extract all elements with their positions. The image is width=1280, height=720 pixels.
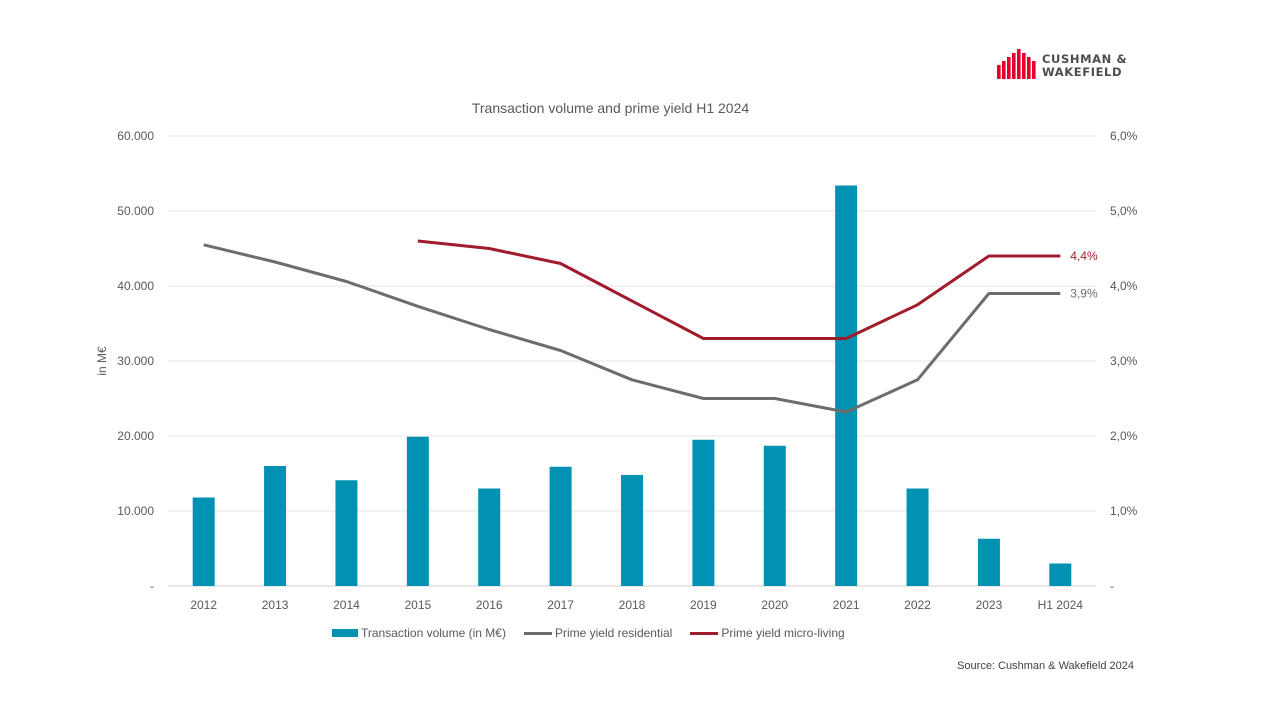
x-tick-label: 2017 xyxy=(547,598,574,612)
gridlines xyxy=(168,135,1096,587)
bar xyxy=(264,466,287,586)
logo-bar xyxy=(1002,61,1006,79)
yield-lines xyxy=(203,239,1061,414)
logo-text-line2: WAKEFIELD xyxy=(1042,65,1123,79)
y2-tick-label: - xyxy=(1110,579,1114,593)
y-tick-label: 60.000 xyxy=(117,129,154,143)
logo-bar xyxy=(1032,61,1036,79)
x-tick-label: 2019 xyxy=(690,598,717,612)
y-axis-label: in M€ xyxy=(95,346,109,376)
legend-label-micro-living: Prime yield micro-living xyxy=(721,626,845,640)
legend-item-volume: Transaction volume (in M€) xyxy=(332,626,506,640)
line-prime-yield-residential xyxy=(203,243,1061,414)
chart-legend: Transaction volume (in M€) Prime yield r… xyxy=(332,626,845,640)
data-label-micro-living: 4,4% xyxy=(1070,249,1098,263)
end-labels: 4,4% 3,9% xyxy=(1070,249,1098,301)
bar xyxy=(406,436,429,586)
legend-item-micro-living: Prime yield micro-living xyxy=(690,626,845,640)
legend-item-residential: Prime yield residential xyxy=(523,626,673,640)
data-label-residential: 3,9% xyxy=(1070,287,1098,301)
x-tick-label: 2015 xyxy=(404,598,431,612)
logo-bar xyxy=(1027,57,1031,79)
bar xyxy=(192,497,215,586)
bar xyxy=(906,488,929,586)
legend-label-residential: Prime yield residential xyxy=(554,626,673,640)
y-tick-label: - xyxy=(150,579,154,593)
logo-bar xyxy=(997,65,1001,79)
bar xyxy=(692,439,715,586)
logo-text-line1: CUSHMAN & xyxy=(1042,52,1128,66)
x-tick-label: 2022 xyxy=(904,598,931,612)
transaction-volume-bars xyxy=(192,185,1072,586)
bar xyxy=(621,475,643,586)
legend-label-volume: Transaction volume (in M€) xyxy=(361,626,506,640)
chart-title: Transaction volume and prime yield H1 20… xyxy=(471,100,750,116)
right-axis-ticks: - 1,0% 2,0% 3,0% 4,0% 5,0% 6,0% xyxy=(1110,129,1138,593)
x-tick-label: 2021 xyxy=(833,598,860,612)
y2-tick-label: 3,0% xyxy=(1110,354,1138,368)
left-axis-ticks: - 10.000 20.000 30.000 40.000 50.000 60.000 xyxy=(117,129,154,593)
x-tick-label: H1 2024 xyxy=(1038,598,1084,612)
bar xyxy=(1049,563,1072,586)
y2-tick-label: 5,0% xyxy=(1110,204,1138,218)
source-note: Source: Cushman & Wakefield 2024 xyxy=(957,660,1134,672)
bar xyxy=(977,538,1000,586)
bar xyxy=(478,488,501,586)
legend-swatch-volume xyxy=(332,629,358,637)
y-tick-label: 10.000 xyxy=(117,504,154,518)
y2-tick-label: 4,0% xyxy=(1110,279,1138,293)
x-tick-label: 2023 xyxy=(976,598,1003,612)
x-axis-ticks: 2012 2013 2014 2015 2016 2017 2018 2019 2020 2021… xyxy=(190,598,1083,612)
cushman-wakefield-logo: CUSHMAN & WAKEFIELD xyxy=(996,48,1136,82)
bar xyxy=(549,466,572,586)
y-tick-label: 30.000 xyxy=(117,354,154,368)
x-tick-label: 2018 xyxy=(619,598,646,612)
legend-swatch-micro-living xyxy=(690,631,719,635)
y-tick-label: 50.000 xyxy=(117,204,154,218)
y2-tick-label: 1,0% xyxy=(1110,504,1138,518)
y-tick-label: 40.000 xyxy=(117,279,154,293)
bar xyxy=(835,185,858,586)
bar xyxy=(335,480,358,586)
logo-bar xyxy=(1012,53,1016,79)
y-tick-label: 20.000 xyxy=(117,429,154,443)
y2-tick-label: 6,0% xyxy=(1110,129,1138,143)
logo-bar xyxy=(1022,53,1026,79)
x-tick-label: 2013 xyxy=(262,598,289,612)
bar xyxy=(763,445,786,586)
logo-bars-icon xyxy=(997,49,1036,79)
legend-swatch-residential xyxy=(523,631,552,635)
y2-tick-label: 2,0% xyxy=(1110,429,1138,443)
x-tick-label: 2014 xyxy=(333,598,360,612)
logo-bar xyxy=(1007,57,1011,79)
x-tick-label: 2012 xyxy=(190,598,217,612)
logo-bar xyxy=(1017,49,1021,79)
line-prime-yield-micro-living xyxy=(417,239,1061,340)
x-tick-label: 2016 xyxy=(476,598,503,612)
x-tick-label: 2020 xyxy=(761,598,788,612)
